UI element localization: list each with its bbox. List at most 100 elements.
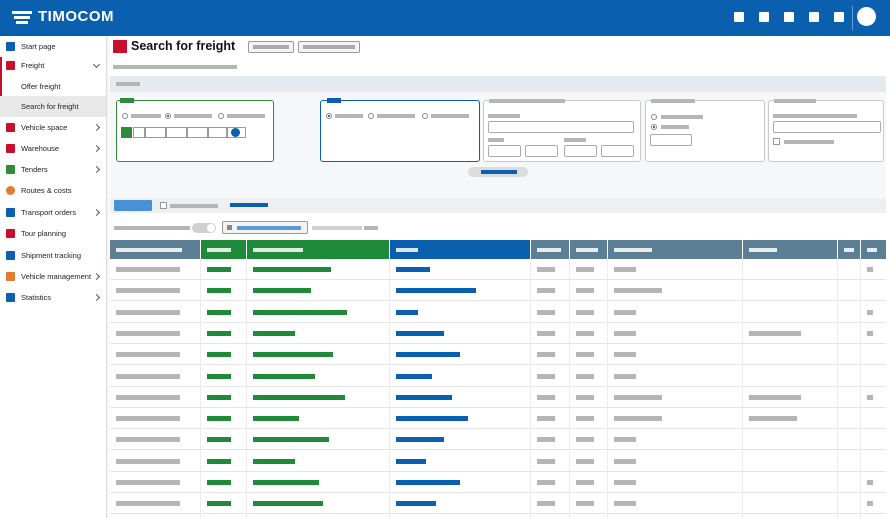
table-row[interactable] bbox=[110, 472, 886, 493]
favorite-icon[interactable] bbox=[809, 12, 819, 22]
brand-name: TIMOCOM bbox=[38, 8, 114, 25]
delivery-radio-3[interactable] bbox=[422, 113, 428, 119]
sidebar-item-shipment-tracking[interactable]: Shipment tracking bbox=[0, 245, 106, 266]
column-separator bbox=[530, 259, 531, 518]
table-cell-placeholder bbox=[207, 352, 231, 358]
to-time-input[interactable] bbox=[601, 145, 634, 157]
column-header-5[interactable] bbox=[531, 240, 569, 259]
sidebar-item-warehouse[interactable]: Warehouse bbox=[0, 138, 106, 159]
table-cell-placeholder bbox=[396, 309, 418, 315]
table-row[interactable] bbox=[110, 259, 886, 280]
table-row[interactable] bbox=[110, 493, 886, 515]
pickup-radio-2[interactable] bbox=[165, 113, 171, 119]
table-row[interactable] bbox=[110, 408, 886, 430]
reset-link[interactable] bbox=[230, 203, 268, 207]
table-cell-placeholder bbox=[867, 330, 873, 336]
search-button[interactable] bbox=[114, 200, 152, 211]
table-row[interactable] bbox=[110, 344, 886, 366]
table-cell-placeholder bbox=[116, 437, 180, 443]
sidebar-item-label: Vehicle management bbox=[21, 272, 92, 281]
pickup-extra-field[interactable] bbox=[208, 127, 227, 138]
table-cell-placeholder bbox=[207, 480, 231, 485]
freight-type-input[interactable] bbox=[650, 134, 692, 146]
table-cell-placeholder bbox=[116, 330, 180, 336]
apps-icon[interactable] bbox=[734, 12, 744, 22]
vehicle-checkbox-label bbox=[784, 140, 834, 144]
help-icon[interactable] bbox=[834, 12, 844, 22]
sidebar-item-tour-planning[interactable]: Tour planning bbox=[0, 223, 106, 244]
sidebar-item-freight[interactable]: Freight bbox=[0, 55, 106, 76]
pickup-radio-3[interactable] bbox=[218, 113, 224, 119]
chevron-right-icon[interactable] bbox=[92, 165, 101, 174]
table-row[interactable] bbox=[110, 323, 886, 344]
chevron-right-icon[interactable] bbox=[92, 123, 101, 132]
message-icon[interactable] bbox=[759, 12, 769, 22]
header-button-2[interactable] bbox=[298, 41, 360, 53]
sidebar-item-search-for-freight[interactable]: Search for freight bbox=[0, 96, 106, 117]
column-header-2[interactable] bbox=[201, 240, 246, 259]
column-header-1[interactable] bbox=[110, 240, 200, 259]
sidebar-item-routes-costs[interactable]: Routes & costs bbox=[0, 180, 106, 201]
sidebar-item-vehicle-space[interactable]: Vehicle space bbox=[0, 117, 106, 138]
table-cell-placeholder bbox=[396, 352, 460, 358]
pickup-flag-icon[interactable] bbox=[121, 127, 132, 138]
table-cell-placeholder bbox=[253, 394, 345, 400]
column-header-6[interactable] bbox=[570, 240, 607, 259]
chevron-right-icon[interactable] bbox=[92, 208, 101, 217]
column-settings-button[interactable] bbox=[222, 221, 308, 234]
table-cell-placeholder bbox=[207, 416, 231, 422]
column-header-3[interactable] bbox=[247, 240, 389, 259]
delivery-box-tag bbox=[327, 98, 341, 103]
table-row[interactable] bbox=[110, 280, 886, 302]
date-filter-box bbox=[483, 99, 641, 162]
timocom-logo[interactable]: TIMOCOM bbox=[12, 8, 114, 25]
pickup-city-field[interactable] bbox=[166, 127, 187, 138]
from-time-input[interactable] bbox=[525, 145, 558, 157]
to-date-input[interactable] bbox=[564, 145, 597, 157]
collapse-filter-handle[interactable] bbox=[468, 167, 528, 177]
sidebar-item-start-page[interactable]: Start page bbox=[0, 36, 106, 57]
vehicle-checkbox[interactable] bbox=[773, 138, 780, 145]
column-header-8[interactable] bbox=[743, 240, 837, 259]
freight-type-radio-2[interactable] bbox=[651, 124, 657, 130]
pickup-radius-field[interactable] bbox=[187, 127, 208, 138]
delivery-filter-box bbox=[320, 98, 480, 162]
table-cell-placeholder bbox=[116, 501, 180, 507]
column-header-9[interactable] bbox=[838, 240, 860, 259]
table-row[interactable] bbox=[110, 429, 886, 451]
column-header-10[interactable] bbox=[861, 240, 886, 259]
freight-type-radio-1[interactable] bbox=[651, 114, 657, 120]
sidebar-item-offer-freight[interactable]: Offer freight bbox=[0, 76, 106, 97]
from-date-input[interactable] bbox=[488, 145, 521, 157]
filter-header[interactable] bbox=[110, 76, 886, 92]
pickup-zip-field[interactable] bbox=[145, 127, 166, 138]
user-avatar[interactable] bbox=[857, 7, 876, 26]
column-header-7[interactable] bbox=[608, 240, 742, 259]
sidebar-item-statistics[interactable]: Statistics bbox=[0, 287, 106, 308]
table-row[interactable] bbox=[110, 387, 886, 408]
sidebar-item-transport-orders[interactable]: Transport orders bbox=[0, 202, 106, 223]
header-button-1[interactable] bbox=[248, 41, 294, 53]
sidebar-item-tenders[interactable]: Tenders bbox=[0, 159, 106, 180]
auto-refresh-toggle[interactable] bbox=[192, 223, 216, 233]
save-search-checkbox[interactable] bbox=[160, 202, 167, 209]
pickup-radio-1[interactable] bbox=[122, 113, 128, 119]
notification-icon[interactable] bbox=[784, 12, 794, 22]
chevron-down-icon[interactable] bbox=[92, 60, 101, 68]
chevron-right-icon[interactable] bbox=[92, 293, 101, 302]
table-cell-placeholder bbox=[576, 437, 594, 443]
chevron-right-icon[interactable] bbox=[92, 272, 101, 281]
table-cell-placeholder bbox=[614, 458, 636, 464]
chevron-right-icon[interactable] bbox=[92, 144, 101, 153]
delivery-radio-1[interactable] bbox=[326, 113, 332, 119]
table-row[interactable] bbox=[110, 451, 886, 472]
sidebar-item-vehicle-management[interactable]: Vehicle management bbox=[0, 266, 106, 287]
pickup-country-field[interactable] bbox=[133, 127, 145, 138]
pickup-location-icon[interactable] bbox=[231, 128, 240, 137]
vehicle-input[interactable] bbox=[773, 121, 881, 133]
table-row[interactable] bbox=[110, 302, 886, 323]
date-input[interactable] bbox=[488, 121, 634, 133]
column-header-4[interactable] bbox=[390, 240, 530, 259]
delivery-radio-2[interactable] bbox=[368, 113, 374, 119]
table-row[interactable] bbox=[110, 366, 886, 387]
